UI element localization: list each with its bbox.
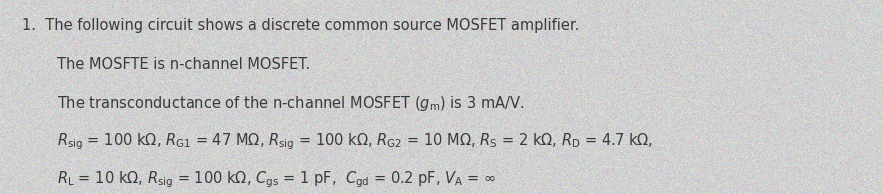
Text: $R_{\rm sig}$ = 100 k$\Omega$, $R_{\rm G1}$ = 47 M$\Omega$, $R_{\rm sig}$ = 100 : $R_{\rm sig}$ = 100 k$\Omega$, $R_{\rm G… — [57, 131, 653, 152]
Text: The MOSFTE is n-channel MOSFET.: The MOSFTE is n-channel MOSFET. — [57, 57, 311, 73]
Text: $R_{\rm L}$ = 10 k$\Omega$, $R_{\rm sig}$ = 100 k$\Omega$, $C_{\rm gs}$ = 1 pF, : $R_{\rm L}$ = 10 k$\Omega$, $R_{\rm sig}… — [57, 169, 496, 190]
Text: The transconductance of the n-channel MOSFET ($g_{\rm m}$) is 3 mA/V.: The transconductance of the n-channel MO… — [57, 94, 525, 113]
Text: 1.  The following circuit shows a discrete common source MOSFET amplifier.: 1. The following circuit shows a discret… — [22, 18, 579, 33]
